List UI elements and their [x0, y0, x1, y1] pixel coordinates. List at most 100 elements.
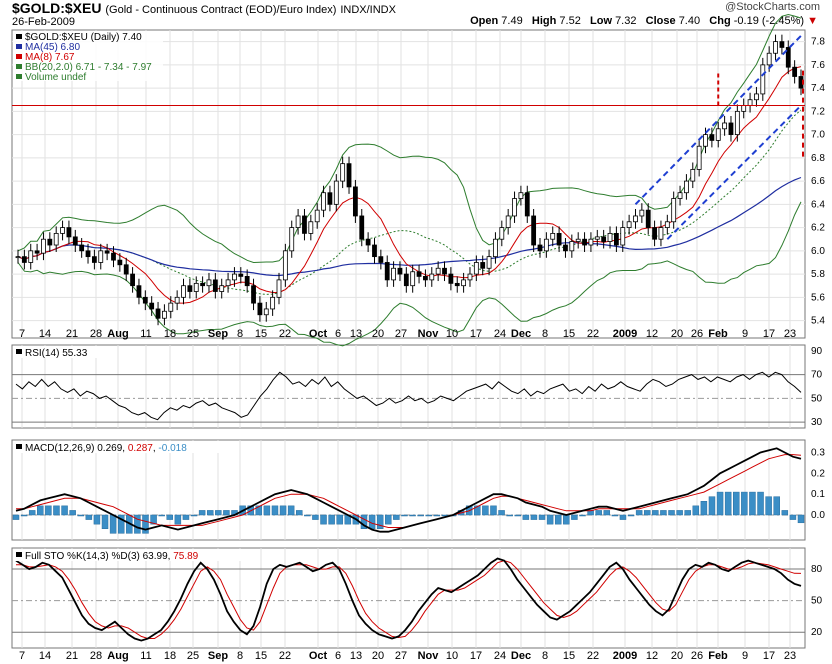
candle-body — [569, 241, 575, 252]
candle-body — [442, 267, 447, 275]
candle-body — [219, 285, 225, 292]
x-tick-label: 28 — [90, 328, 102, 340]
candle-body — [423, 275, 428, 281]
bb-middle-line — [17, 109, 802, 295]
macd-hist-bar — [28, 510, 36, 516]
x-tick-label: 11 — [140, 328, 151, 340]
candle-body — [238, 273, 244, 277]
rsi-y-tick: 50 — [811, 393, 823, 404]
candle-body — [639, 209, 645, 217]
macd-hist-bar — [797, 514, 805, 524]
x-tick-label: 9 — [742, 650, 748, 662]
candle-body — [505, 215, 511, 228]
x-tick-label: Aug — [107, 650, 128, 662]
candle-body — [397, 267, 403, 275]
candle-body — [225, 279, 231, 287]
site-credit[interactable]: @StockCharts.com — [725, 1, 820, 13]
macd-y-tick: 0.3 — [811, 448, 825, 459]
x-tick-label: 21 — [66, 328, 78, 340]
candle-body — [747, 99, 753, 106]
macd-hist-bar — [506, 514, 513, 517]
candle-body — [123, 264, 129, 275]
sto-k-line — [15, 557, 802, 642]
x-tick-label: 10 — [446, 650, 458, 662]
x-tick-label: Oct — [309, 650, 328, 662]
candle-body — [282, 250, 288, 281]
candle-body — [613, 232, 619, 246]
candle-body — [760, 64, 766, 95]
candle-body — [117, 259, 123, 266]
candle-body — [715, 128, 721, 141]
candle-body — [563, 244, 568, 252]
candle-body — [206, 279, 212, 287]
macd-hist-bar — [522, 514, 530, 520]
candle-body — [308, 221, 314, 234]
macd-hist-bar — [101, 514, 109, 529]
macd-y-tick: 0.1 — [811, 489, 825, 500]
macd-hist-bar — [287, 505, 295, 516]
candle-body — [384, 262, 390, 281]
macd-hist-bar — [684, 510, 691, 516]
x-tick-label: 24 — [494, 650, 506, 662]
candle-body — [722, 122, 728, 130]
legend-swatch — [16, 64, 22, 69]
x-tick-label: 9 — [742, 328, 748, 340]
x-tick-label: 22 — [587, 328, 599, 340]
candle-body — [664, 221, 670, 228]
macd-hist-bar — [20, 514, 28, 517]
macd-hist-bar — [538, 514, 546, 520]
x-tick-label: 8 — [542, 650, 548, 662]
x-tick-label: 11 — [140, 650, 151, 662]
price-legend-bg — [13, 31, 163, 81]
macd-hist-bar — [563, 514, 570, 525]
x-tick-label: 8 — [237, 650, 243, 662]
x-tick-label: Nov — [418, 650, 440, 662]
macd-hist-bar — [603, 510, 611, 516]
candle-body — [244, 275, 250, 287]
macd-hist-bar — [595, 510, 602, 516]
candle-body — [582, 238, 587, 246]
candle-body — [454, 282, 460, 287]
rsi-y-tick: 90 — [811, 346, 823, 357]
candle-body — [588, 238, 594, 246]
candle-body — [480, 262, 486, 269]
x-tick-label: 17 — [470, 328, 482, 340]
macd-hist-bar — [279, 505, 287, 516]
x-tick-label: Sep — [208, 328, 228, 340]
macd-hist-bar — [158, 514, 165, 517]
candle-body — [435, 267, 441, 275]
candle-body — [601, 236, 607, 242]
x-tick-label: 18 — [164, 328, 176, 340]
candle-body — [91, 256, 97, 263]
rsi-y-tick: 70 — [811, 370, 823, 381]
x-tick-label: Dec — [511, 650, 531, 662]
candle-body — [461, 279, 467, 287]
candle-body — [111, 252, 116, 261]
x-tick-label: 27 — [395, 328, 407, 340]
candle-body — [327, 192, 333, 205]
candle-body — [594, 236, 600, 240]
candle-body — [130, 273, 135, 287]
rsi-y-tick: 30 — [811, 417, 823, 428]
candle-body — [200, 282, 206, 287]
macd-legend: MACD(12,26,9) 0.269, 0.287, -0.018 — [25, 443, 187, 454]
x-tick-label: 28 — [90, 650, 102, 662]
macd-hist-bar — [206, 510, 214, 516]
x-tick-label: 25 — [187, 650, 199, 662]
macd-hist-bar — [271, 505, 279, 516]
price-y-tick: 6.4 — [811, 199, 825, 210]
candle-body — [98, 250, 104, 263]
macd-hist-bar — [190, 514, 198, 517]
macd-hist-bar — [393, 514, 400, 520]
price-y-tick: 7.2 — [811, 106, 825, 117]
macd-hist-bar — [643, 510, 651, 516]
macd-hist-bar — [255, 505, 263, 516]
macd-hist-bar — [295, 510, 303, 516]
x-tick-label: 13 — [350, 328, 362, 340]
macd-hist-bar — [490, 505, 497, 516]
price-legend-item: MA(45) 6.80 — [25, 42, 80, 53]
macd-hist-bar — [77, 514, 84, 517]
macd-hist-bar — [700, 501, 708, 516]
macd-hist-bar — [223, 510, 230, 516]
macd-hist-bar — [37, 505, 44, 516]
